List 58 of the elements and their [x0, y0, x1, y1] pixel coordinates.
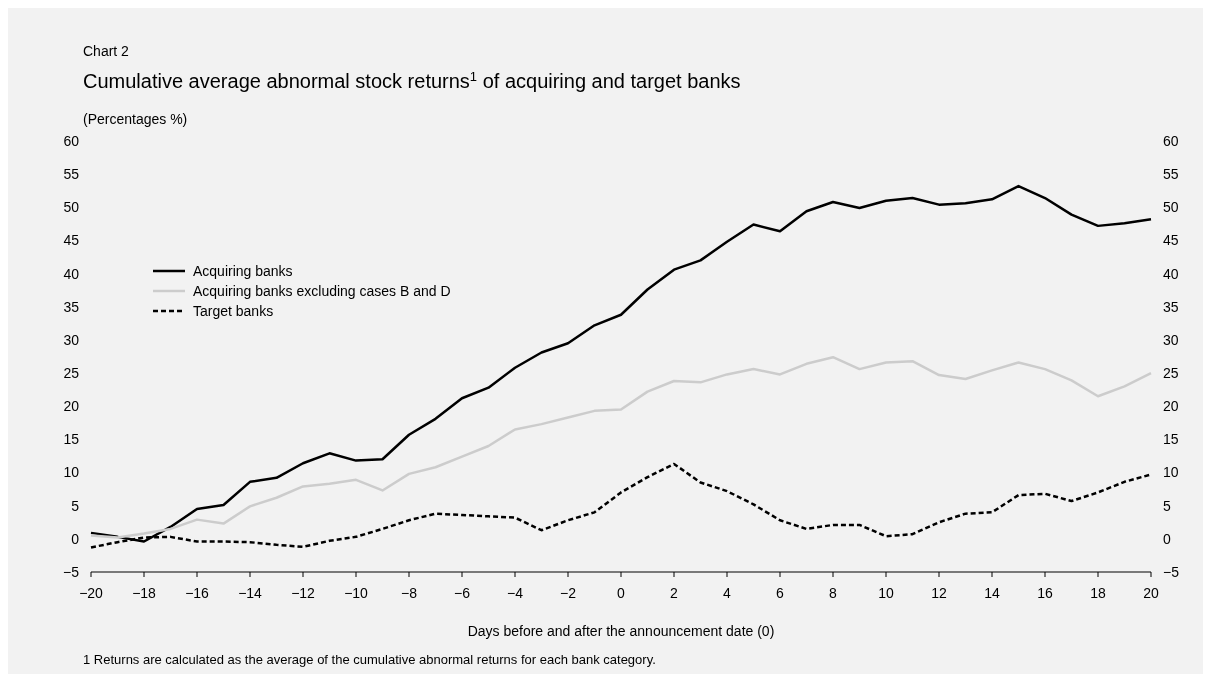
x-tick-label: −10 [344, 585, 369, 601]
y2-tick-label: 10 [1163, 464, 1179, 481]
caption: Chart 2 [83, 43, 130, 59]
y-axis-title: (Percentages %) [83, 111, 188, 127]
y2-tick-label: 15 [1163, 431, 1179, 448]
text: 1 Returns are calculated as the average of the cumulative abnormal returns for each bank category. [83, 652, 656, 667]
y-tick-label: 35 [63, 298, 80, 315]
x-tick-label: 4 [723, 585, 732, 601]
y-tick-label: 10 [63, 464, 80, 481]
chart-title: Cumulative average abnormal stock returns$^{1}$ of acquiring and target banks [83, 68, 741, 92]
y2-tick-label: 60 [1163, 132, 1179, 149]
y2-tick-label: 20 [1163, 398, 1179, 415]
y-tick-label: −5 [63, 563, 80, 580]
x-tick-label: 8 [829, 585, 838, 601]
x-tick-label: −2 [560, 585, 577, 601]
y-tick-label: 30 [63, 331, 80, 348]
y2-tick-label: 40 [1163, 265, 1179, 282]
y-tick-label: 25 [63, 364, 80, 381]
y2-tick-label: 35 [1163, 298, 1179, 315]
legend-label: Acquiring banks excluding cases B and D [193, 282, 451, 299]
x-tick-label: 2 [670, 585, 679, 601]
y2-tick-label: 30 [1163, 331, 1179, 348]
y-tick-label: 5 [71, 497, 80, 514]
legend-label: Acquiring banks [193, 262, 293, 279]
x-tick-label: −4 [507, 585, 524, 601]
y-tick-label: 0 [71, 530, 80, 547]
x-axis-title: Days before and after the announcement date (0) [467, 623, 775, 639]
x-tick-label: 6 [776, 585, 785, 601]
y2-tick-label: 45 [1163, 232, 1179, 249]
x-tick-label: −16 [185, 585, 210, 601]
x-tick-label: 14 [984, 585, 1000, 601]
y-tick-label: 50 [63, 199, 80, 216]
y-tick-label: 40 [63, 265, 80, 282]
x-tick-label: −12 [291, 585, 316, 601]
x-tick-label: 10 [878, 585, 894, 601]
y-tick-label: 15 [63, 431, 80, 448]
legend-label: Target banks [193, 302, 274, 319]
y-tick-label: 55 [63, 166, 80, 183]
y-tick-label: 20 [63, 398, 80, 415]
x-tick-label: 0 [617, 585, 626, 601]
y2-tick-label: −5 [1163, 563, 1180, 580]
x-tick-label: 16 [1037, 585, 1053, 601]
x-tick-label: 18 [1090, 585, 1106, 601]
y-tick-label: 45 [63, 232, 80, 249]
y2-tick-label: 50 [1163, 199, 1179, 216]
line-series [89, 355, 1153, 539]
x-tick-label: −18 [132, 585, 157, 601]
x-tick-label: 12 [931, 585, 947, 601]
y2-tick-label: 25 [1163, 364, 1179, 381]
x-tick-label: −8 [401, 585, 418, 601]
x-tick-label: 20 [1143, 585, 1159, 601]
x-tick-label: −20 [79, 585, 104, 601]
y2-tick-label: 55 [1163, 166, 1179, 183]
y2-tick-label: 5 [1163, 497, 1171, 514]
y-tick-label: 60 [63, 132, 80, 149]
x-tick-label: −6 [454, 585, 471, 601]
x-tick-label: −14 [238, 585, 263, 601]
y2-tick-label: 0 [1163, 530, 1171, 547]
